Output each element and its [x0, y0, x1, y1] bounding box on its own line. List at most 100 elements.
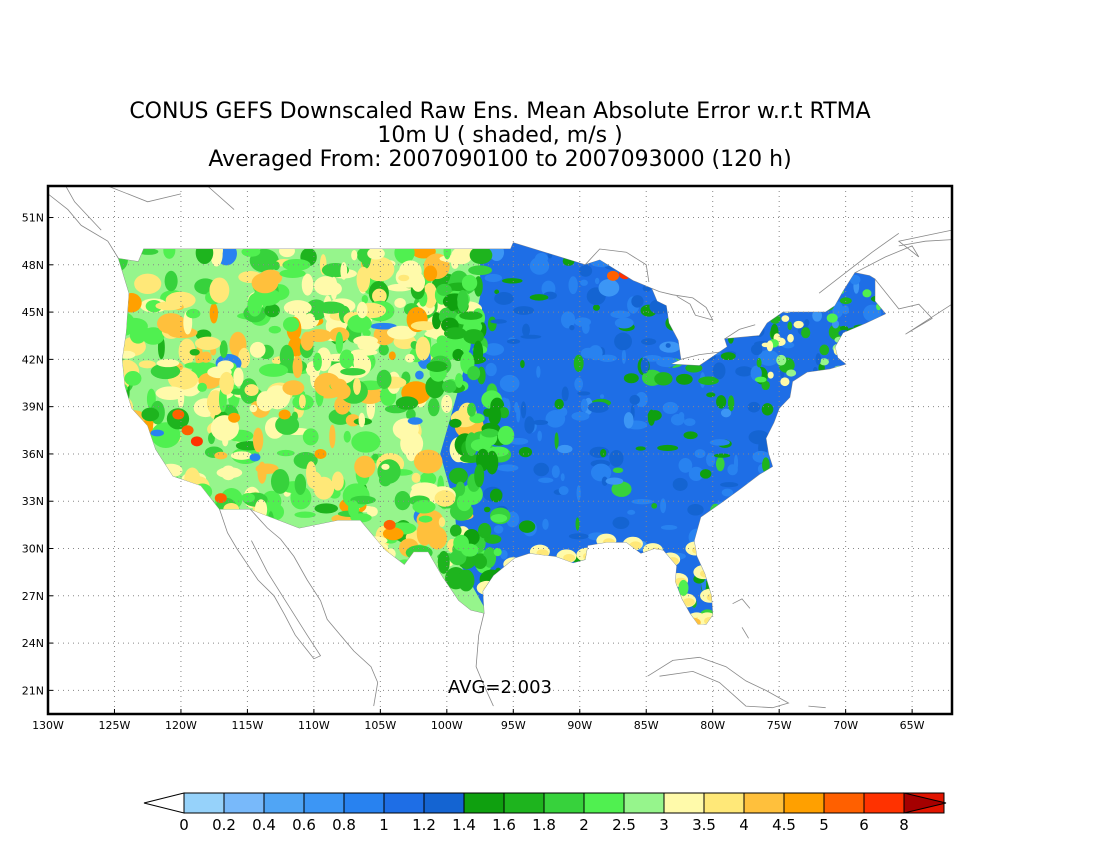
east-field-cell — [483, 343, 505, 356]
west-field-cell — [351, 431, 381, 453]
east-field-cell — [678, 457, 693, 473]
west-field-cell — [372, 288, 387, 304]
east-field-cell — [496, 464, 519, 472]
west-field-cell — [412, 500, 436, 514]
west-field-cell — [252, 427, 264, 453]
colorbar-label: 6 — [859, 816, 869, 834]
west-field-cell — [249, 453, 261, 462]
west-field-cell — [217, 360, 234, 371]
east-field-cell — [629, 394, 640, 405]
west-field-cell — [145, 300, 163, 313]
west-field-cell — [216, 467, 243, 479]
east-field-cell — [712, 362, 726, 380]
east-field-cell — [576, 485, 581, 501]
transition-field-cell — [457, 569, 475, 592]
transition-field-cell — [454, 373, 464, 388]
lat-tick-label: 45N — [22, 306, 44, 319]
east-field-cell — [573, 354, 584, 373]
northeast-field-cell — [787, 333, 794, 343]
colorbar-swatch — [623, 792, 665, 814]
west-field-cell — [387, 325, 417, 340]
west-field-cell — [366, 506, 378, 517]
west-field-cell — [157, 313, 186, 335]
west-field-cell — [388, 351, 396, 361]
west-field-cell — [282, 258, 311, 271]
northeast-field-cell — [804, 319, 810, 327]
transition-field-cell — [493, 547, 502, 557]
west-field-cell — [353, 377, 361, 395]
east-field-cell — [542, 518, 549, 530]
west-field-cell — [186, 308, 201, 319]
east-field-cell — [594, 277, 600, 285]
transition-field-cell — [461, 274, 478, 291]
east-field-cell — [520, 401, 527, 419]
coastline-outline — [898, 239, 952, 247]
west-field-cell — [350, 349, 378, 356]
east-field-cell — [574, 317, 592, 327]
east-field-cell — [727, 464, 738, 476]
west-field-cell — [282, 317, 300, 332]
coast-field-cell — [682, 598, 695, 607]
east-field-cell — [605, 477, 624, 485]
west-field-cell — [214, 451, 228, 460]
west-field-cell — [219, 340, 228, 358]
title-line-3: Averaged From: 2007090100 to 2007093000 … — [208, 147, 792, 172]
coastline-outline — [854, 229, 952, 274]
east-field-cell — [683, 418, 696, 426]
east-field-cell — [641, 338, 657, 345]
lon-tick-label: 70W — [833, 719, 858, 732]
coastline-outline — [207, 186, 235, 210]
avg-label: AVG=2.003 — [448, 677, 552, 698]
east-field-cell — [580, 279, 588, 286]
west-field-cell — [155, 301, 183, 311]
west-field-cell — [405, 353, 415, 363]
west-field-cell — [314, 372, 341, 397]
east-field-cell — [580, 398, 588, 413]
east-field-cell — [715, 456, 725, 472]
west-field-cell — [335, 331, 344, 354]
east-field-cell — [687, 503, 704, 516]
northeast-field-cell — [767, 371, 774, 379]
west-field-cell — [339, 349, 354, 369]
coastline-outline — [475, 613, 494, 707]
colorbar-label: 4.5 — [772, 816, 796, 834]
west-field-cell — [164, 270, 178, 292]
east-field-cell — [660, 498, 667, 514]
transition-field-cell — [436, 283, 452, 296]
northeast-field-cell — [801, 327, 811, 339]
east-field-cell — [537, 430, 542, 442]
west-field-cell — [294, 511, 316, 518]
lat-tick-label: 30N — [22, 543, 44, 556]
east-field-cell — [716, 395, 727, 409]
transition-field-cell — [447, 294, 458, 312]
west-field-cell — [301, 273, 314, 296]
lon-tick-label: 100W — [431, 719, 463, 732]
west-field-cell — [155, 386, 185, 401]
west-field-cell — [370, 322, 397, 330]
colorbar-label: 0.4 — [252, 816, 276, 834]
west-field-cell — [410, 321, 437, 331]
west-field-cell — [282, 380, 305, 396]
east-field-cell — [529, 294, 549, 301]
lon-tick-label: 125W — [99, 719, 131, 732]
west-field-cell — [249, 341, 266, 358]
northeast-field-cell — [766, 340, 774, 352]
colorbar-swatch — [743, 792, 785, 814]
west-field-cell — [184, 362, 202, 369]
east-field-cell — [662, 401, 679, 415]
coast-field-cell — [678, 579, 689, 596]
transition-field-cell — [469, 246, 493, 265]
transition-field-cell — [449, 467, 468, 485]
east-field-cell — [490, 319, 507, 324]
east-field-cell — [493, 525, 504, 534]
colorbar-swatch — [703, 792, 745, 814]
east-field-cell — [678, 412, 685, 420]
east-field-cell — [631, 295, 644, 308]
title-line-2: 10m U ( shaded, m/s ) — [377, 123, 623, 148]
colorbar-label: 1.6 — [492, 816, 516, 834]
lon-tick-label: 95W — [501, 719, 526, 732]
west-field-cell — [394, 490, 411, 511]
lon-tick-label: 130W — [32, 719, 64, 732]
colorbar-swatch — [343, 792, 385, 814]
east-field-cell — [520, 359, 525, 369]
